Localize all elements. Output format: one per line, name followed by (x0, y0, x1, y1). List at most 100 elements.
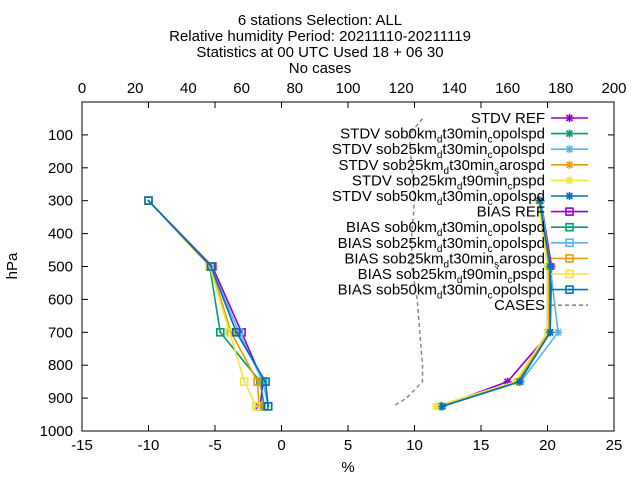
x2-tick-label: 40 (180, 80, 197, 97)
legend-label: STDV REF (471, 110, 545, 127)
y-tick-label: 700 (48, 324, 73, 341)
data-point (546, 262, 555, 271)
legend-text: opolspd (492, 188, 545, 205)
series (144, 196, 273, 411)
legend-marker (565, 222, 574, 232)
x-axis-label: % (341, 459, 354, 476)
legend-label: BIAS sob0kmdt30mincopolspd (346, 219, 545, 239)
legend-text: t30min (449, 250, 494, 267)
x2-tick-label: 120 (389, 80, 414, 97)
title-line: No cases (289, 60, 352, 77)
marker-square-dot (240, 331, 243, 334)
marker-square-dot (568, 288, 571, 291)
marker-square-outline (144, 196, 153, 205)
legend-subscript: d (457, 275, 463, 286)
series (144, 196, 273, 411)
marker-square-dot (257, 405, 260, 408)
legend-subscript: d (444, 259, 450, 270)
x-tick-label: 15 (473, 437, 490, 454)
legend-text: opolspd (492, 235, 545, 252)
legend-subscript: c (487, 228, 492, 239)
marker-square-outline (565, 207, 574, 216)
marker-square-dot (259, 380, 262, 383)
series-line (147, 200, 269, 407)
marker-square-outline (216, 327, 225, 337)
y-tick-label: 300 (48, 193, 73, 210)
legend-marker (565, 285, 574, 294)
legend-subscript: c (487, 244, 492, 255)
series (438, 196, 555, 411)
marker-star-d2 (565, 114, 574, 122)
marker-square-dot (255, 405, 258, 408)
y-tick-label: 500 (48, 259, 73, 276)
legend-text: arospd (499, 157, 545, 174)
marker-square-dot (267, 405, 270, 408)
marker-square-dot (237, 331, 240, 334)
data-point (239, 377, 249, 386)
x2-tick-label: 80 (286, 80, 303, 97)
legend-subscript: d (437, 244, 443, 255)
marker-square-dot (228, 331, 231, 334)
legend-subscript: d (437, 150, 443, 161)
data-point (535, 196, 544, 205)
axes: -15 -10 -5 0 5 10 15 20 25 0 20 40 60 80 100 120 140 160 1… (4, 80, 627, 476)
y-tick-label: 800 (48, 357, 73, 374)
legend-text: BIAS sob0km (346, 219, 437, 236)
legend-text: STDV sob50km (332, 188, 437, 205)
title-line: Statistics at 00 UTC Used 18 + 06 30 (196, 44, 443, 61)
marker-star-d2 (565, 145, 574, 153)
legend-marker (565, 129, 574, 138)
legend-label: BIAS sob50kmdt30mincopolspd (338, 282, 545, 302)
legend-marker (565, 269, 574, 279)
marker-star-d2 (535, 197, 544, 205)
marker-square-dot (568, 226, 571, 229)
marker-star-d2 (546, 328, 554, 336)
legend-subscript: c (507, 275, 512, 286)
legend-label: BIAS sob25kmdt30minsarospd (344, 250, 545, 270)
legend-text: arospd (499, 250, 545, 267)
data-point (515, 377, 524, 386)
legend-marker (565, 114, 574, 122)
marker-square-outline (263, 402, 273, 411)
legend-text: opolspd (492, 126, 545, 143)
data-point (546, 328, 555, 337)
legend-text: opolspd (492, 141, 545, 158)
legend-text: opolspd (492, 219, 545, 236)
y-tick-label: 200 (48, 160, 73, 177)
marker-square-dot (568, 257, 571, 260)
series (144, 196, 261, 411)
x2-tick-label: 180 (548, 80, 573, 97)
marker-square-dot (568, 241, 571, 244)
legend-marker (565, 254, 574, 263)
marker-star-d2 (546, 262, 554, 271)
marker-square-dot (219, 331, 222, 334)
legend-label: BIAS sob25kmdt90mincpspd (358, 266, 545, 286)
legend-text: t30min (442, 282, 487, 299)
data-point (438, 402, 447, 411)
marker-square-dot (261, 380, 264, 383)
x-tick-label: 20 (539, 437, 556, 454)
legend-text: BIAS REF (477, 204, 545, 221)
marker-square-dot (210, 265, 213, 268)
legend-marker (565, 238, 574, 248)
marker-star-d2 (565, 161, 574, 169)
marker-square-outline (261, 377, 270, 386)
legend-subscript: d (437, 228, 443, 239)
x-tick-label: 10 (406, 437, 423, 454)
marker-square-dot (568, 210, 571, 213)
legend-text: t90min (462, 266, 507, 283)
legend-marker (565, 176, 574, 185)
legend-marker (565, 207, 574, 216)
series-layer (144, 118, 563, 411)
legend-subscript: d (437, 291, 443, 302)
data-point (206, 262, 216, 271)
x-tick-label: -5 (208, 437, 221, 454)
marker-square-outline (565, 269, 574, 279)
legend-label: STDV sob0kmdt30mincopolspd (340, 126, 545, 146)
data-point (554, 328, 563, 337)
x2-tick-label: 160 (495, 80, 520, 97)
legend-text: t30min (442, 235, 487, 252)
marker-square-outline (565, 285, 574, 294)
